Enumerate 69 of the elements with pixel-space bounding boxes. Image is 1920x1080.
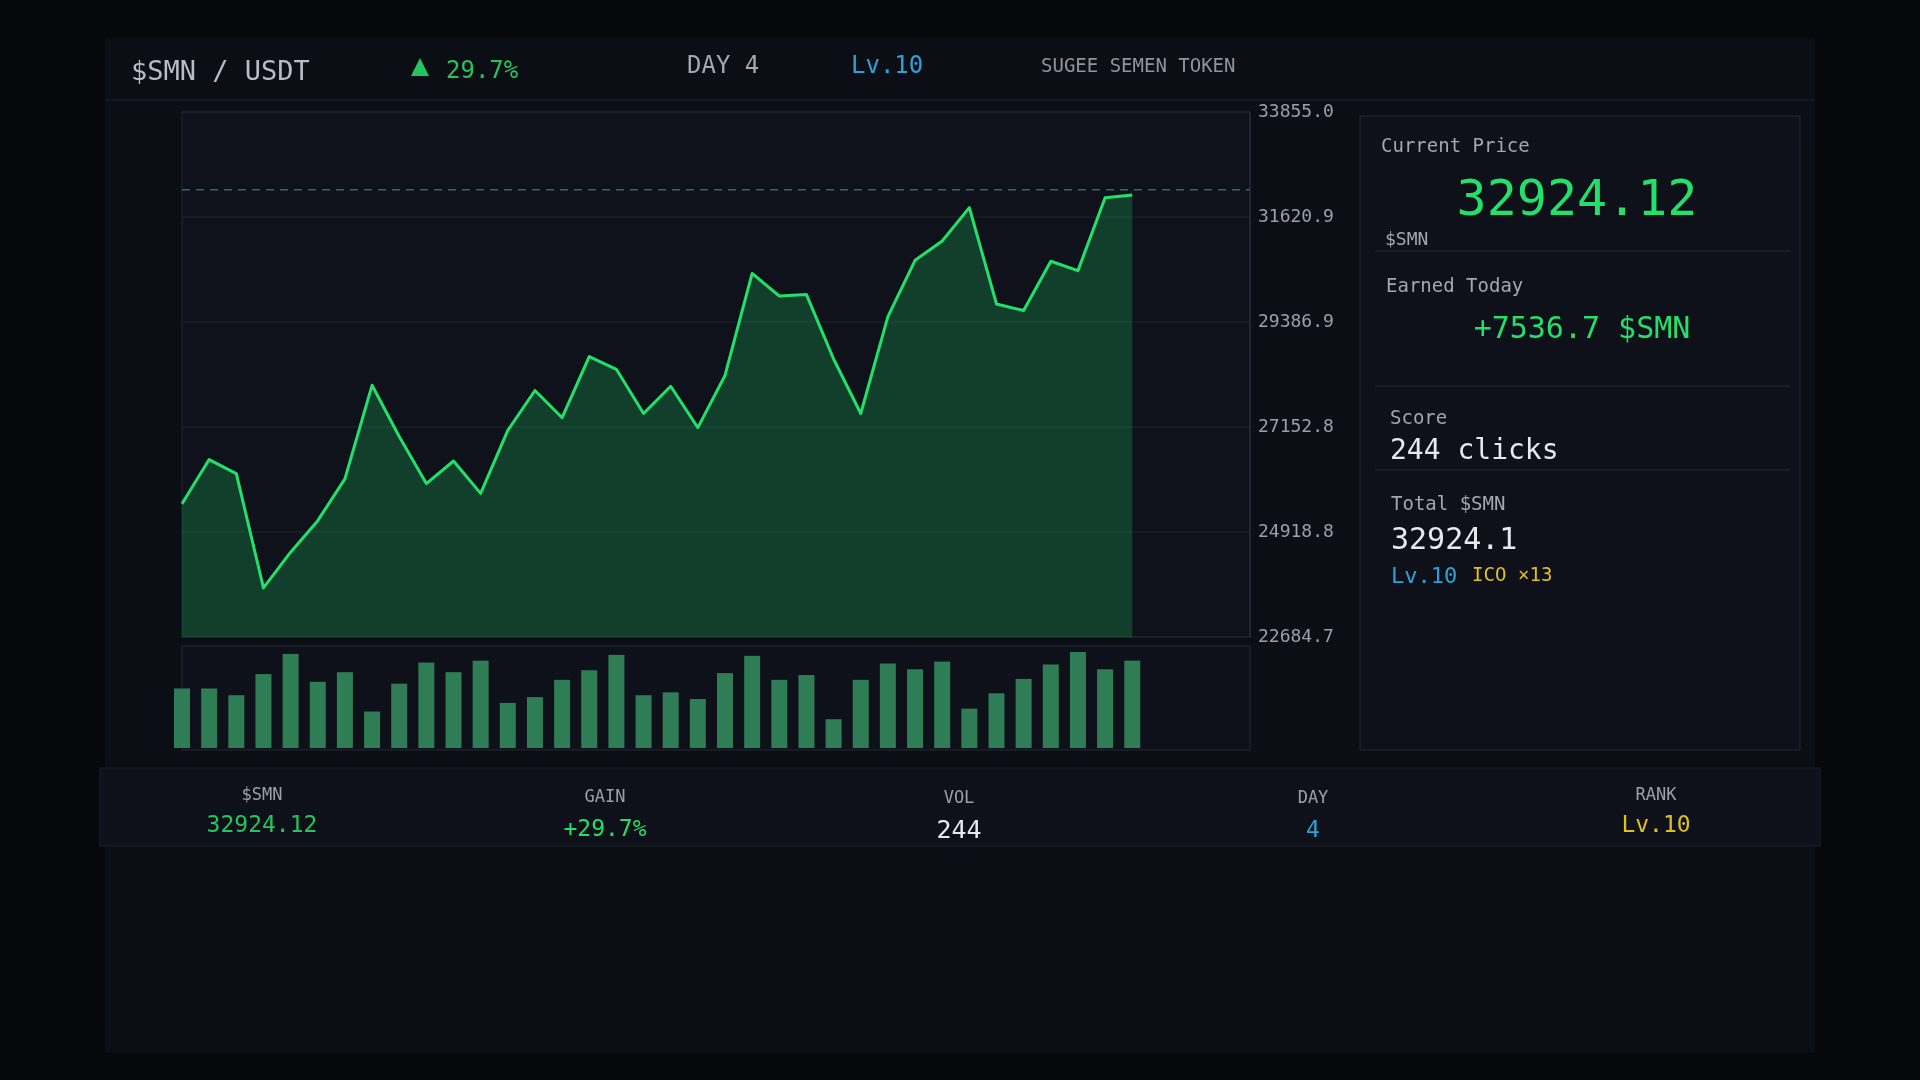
text: RANK xyxy=(1635,784,1678,804)
text: +7536.7 $SMN xyxy=(1473,310,1691,345)
bar xyxy=(554,679,571,748)
bar xyxy=(174,688,190,748)
bar xyxy=(934,661,951,748)
bar xyxy=(825,719,842,748)
text: Current Price xyxy=(1381,134,1530,156)
bar xyxy=(907,669,924,748)
text: $SMN xyxy=(1385,228,1429,249)
text: DAY 4 xyxy=(687,51,760,79)
chart-title: $SMN / USDT xyxy=(131,55,310,86)
bar xyxy=(689,699,706,748)
bar xyxy=(744,655,761,748)
text: ×13 xyxy=(1518,563,1553,585)
text: 32924.12 xyxy=(206,811,318,837)
bar xyxy=(1124,660,1141,748)
text: +29.7% xyxy=(563,815,647,841)
bar xyxy=(336,672,353,748)
bar xyxy=(988,693,1005,748)
bar xyxy=(608,654,625,748)
bar xyxy=(391,683,408,748)
y-tick-label: 24918.8 xyxy=(1258,520,1334,541)
text: 244 clicks xyxy=(1390,433,1559,466)
text: DAY xyxy=(1297,787,1329,807)
text: GAIN xyxy=(584,786,626,806)
bar xyxy=(879,663,896,748)
bar xyxy=(771,679,788,748)
text: $SMN xyxy=(241,784,283,804)
text: 29.7% xyxy=(446,56,519,84)
y-tick-label: 27152.8 xyxy=(1258,415,1334,436)
bar xyxy=(472,660,489,748)
bar xyxy=(1042,664,1059,748)
y-tick-label: 33855.0 xyxy=(1258,100,1334,121)
bar xyxy=(445,672,462,748)
text: 32924.12 xyxy=(1456,169,1698,227)
bar xyxy=(201,688,218,748)
bar xyxy=(852,679,869,748)
bar xyxy=(526,697,543,748)
bar xyxy=(1015,678,1032,748)
bar xyxy=(798,675,815,748)
y-tick-label: 22684.7 xyxy=(1258,625,1334,646)
text: Lv.10 xyxy=(1621,811,1691,837)
bar xyxy=(662,692,679,748)
bar xyxy=(364,711,381,748)
bar xyxy=(635,695,652,748)
bar xyxy=(581,670,598,748)
bar xyxy=(717,673,733,748)
bar xyxy=(418,662,435,748)
text: Lv.10 xyxy=(851,51,924,79)
bar xyxy=(255,674,272,748)
text: SUGEE SEMEN TOKEN xyxy=(1041,54,1236,76)
text: Score xyxy=(1390,406,1448,428)
y-tick-label: 29386.9 xyxy=(1258,310,1334,331)
bar xyxy=(499,702,516,748)
y-tick-label: 31620.9 xyxy=(1258,205,1334,226)
text: ICO xyxy=(1472,563,1507,585)
text: VOL xyxy=(943,787,975,807)
bar xyxy=(228,695,245,748)
text: 4 xyxy=(1306,816,1320,842)
bar xyxy=(282,653,299,748)
bar xyxy=(1097,669,1114,748)
text: Total $SMN xyxy=(1391,492,1506,514)
bar xyxy=(1069,652,1086,748)
text: 244 xyxy=(936,815,982,844)
bar xyxy=(309,681,326,748)
text: 32924.1 xyxy=(1391,521,1518,556)
text: Earned Today xyxy=(1386,274,1524,296)
bar xyxy=(961,708,978,748)
text: Lv.10 xyxy=(1391,563,1458,588)
